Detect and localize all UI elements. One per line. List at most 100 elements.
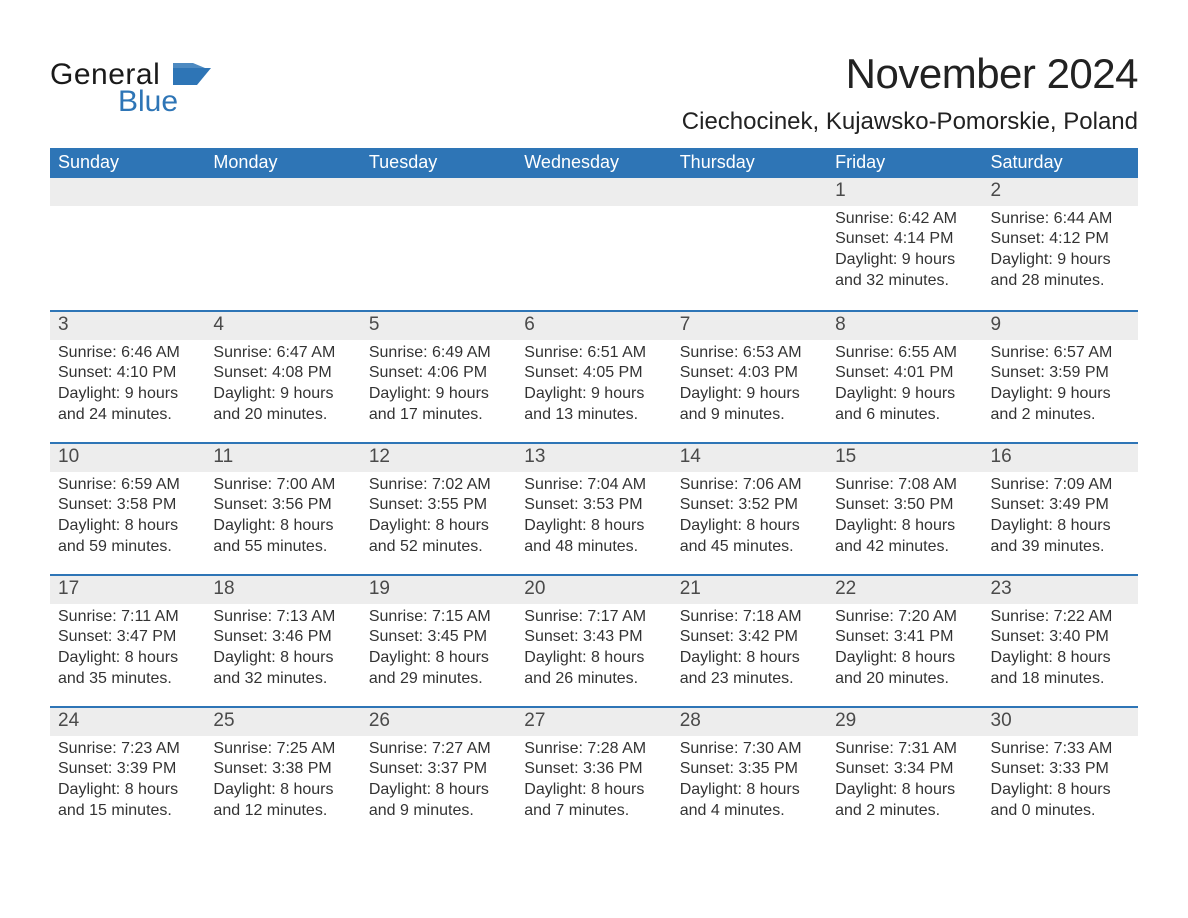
day-number: 9 [983, 312, 1138, 340]
daylight-line2: and 32 minutes. [213, 669, 352, 690]
sunset-text: Sunset: 3:53 PM [524, 495, 663, 516]
weekday-header-cell: Thursday [672, 148, 827, 178]
day-number: 7 [672, 312, 827, 340]
sunset-text: Sunset: 4:06 PM [369, 363, 508, 384]
day-number: 5 [361, 312, 516, 340]
sunrise-text: Sunrise: 6:59 AM [58, 475, 197, 496]
day-cell: 27Sunrise: 7:28 AMSunset: 3:36 PMDayligh… [516, 708, 671, 838]
day-number: 10 [50, 444, 205, 472]
daylight-line1: Daylight: 8 hours [524, 516, 663, 537]
day-content [516, 206, 671, 296]
day-number: 20 [516, 576, 671, 604]
sunrise-text: Sunrise: 7:31 AM [835, 739, 974, 760]
sunrise-text: Sunrise: 7:06 AM [680, 475, 819, 496]
day-content: Sunrise: 7:17 AMSunset: 3:43 PMDaylight:… [516, 604, 671, 696]
daylight-line1: Daylight: 8 hours [835, 780, 974, 801]
day-cell: 25Sunrise: 7:25 AMSunset: 3:38 PMDayligh… [205, 708, 360, 838]
day-content: Sunrise: 7:25 AMSunset: 3:38 PMDaylight:… [205, 736, 360, 828]
day-cell: 2Sunrise: 6:44 AMSunset: 4:12 PMDaylight… [983, 178, 1138, 310]
weekday-header-row: SundayMondayTuesdayWednesdayThursdayFrid… [50, 148, 1138, 178]
day-content: Sunrise: 7:04 AMSunset: 3:53 PMDaylight:… [516, 472, 671, 564]
day-content: Sunrise: 6:46 AMSunset: 4:10 PMDaylight:… [50, 340, 205, 432]
sunrise-text: Sunrise: 6:55 AM [835, 343, 974, 364]
day-number [205, 178, 360, 206]
day-content: Sunrise: 7:28 AMSunset: 3:36 PMDaylight:… [516, 736, 671, 828]
sunset-text: Sunset: 3:55 PM [369, 495, 508, 516]
daylight-line2: and 6 minutes. [835, 405, 974, 426]
daylight-line2: and 35 minutes. [58, 669, 197, 690]
sunset-text: Sunset: 3:39 PM [58, 759, 197, 780]
day-cell: 30Sunrise: 7:33 AMSunset: 3:33 PMDayligh… [983, 708, 1138, 838]
day-content: Sunrise: 6:42 AMSunset: 4:14 PMDaylight:… [827, 206, 982, 298]
daylight-line2: and 23 minutes. [680, 669, 819, 690]
day-cell: 1Sunrise: 6:42 AMSunset: 4:14 PMDaylight… [827, 178, 982, 310]
location-subtitle: Ciechocinek, Kujawsko-Pomorskie, Poland [682, 108, 1138, 136]
day-content: Sunrise: 7:02 AMSunset: 3:55 PMDaylight:… [361, 472, 516, 564]
day-number: 2 [983, 178, 1138, 206]
sunset-text: Sunset: 3:52 PM [680, 495, 819, 516]
daylight-line1: Daylight: 8 hours [680, 648, 819, 669]
day-cell: 14Sunrise: 7:06 AMSunset: 3:52 PMDayligh… [672, 444, 827, 574]
day-number: 23 [983, 576, 1138, 604]
calendar: SundayMondayTuesdayWednesdayThursdayFrid… [50, 148, 1138, 838]
sunrise-text: Sunrise: 7:09 AM [991, 475, 1130, 496]
sunset-text: Sunset: 3:58 PM [58, 495, 197, 516]
logo: General Blue [50, 50, 215, 117]
day-content [672, 206, 827, 296]
day-cell: 24Sunrise: 7:23 AMSunset: 3:39 PMDayligh… [50, 708, 205, 838]
day-content [205, 206, 360, 296]
weekday-header-cell: Monday [205, 148, 360, 178]
day-number: 16 [983, 444, 1138, 472]
weekday-header-cell: Wednesday [516, 148, 671, 178]
sunset-text: Sunset: 3:43 PM [524, 627, 663, 648]
week-row: 1Sunrise: 6:42 AMSunset: 4:14 PMDaylight… [50, 178, 1138, 310]
daylight-line2: and 55 minutes. [213, 537, 352, 558]
daylight-line2: and 9 minutes. [369, 801, 508, 822]
page-header: General Blue November 2024 Ciechocinek, … [50, 50, 1138, 136]
day-cell: 22Sunrise: 7:20 AMSunset: 3:41 PMDayligh… [827, 576, 982, 706]
sunrise-text: Sunrise: 7:23 AM [58, 739, 197, 760]
sunset-text: Sunset: 3:37 PM [369, 759, 508, 780]
day-content: Sunrise: 7:18 AMSunset: 3:42 PMDaylight:… [672, 604, 827, 696]
daylight-line1: Daylight: 9 hours [58, 384, 197, 405]
day-cell: 4Sunrise: 6:47 AMSunset: 4:08 PMDaylight… [205, 312, 360, 442]
daylight-line2: and 4 minutes. [680, 801, 819, 822]
day-number: 19 [361, 576, 516, 604]
sunrise-text: Sunrise: 6:46 AM [58, 343, 197, 364]
day-content: Sunrise: 6:59 AMSunset: 3:58 PMDaylight:… [50, 472, 205, 564]
empty-day-cell [205, 178, 360, 310]
day-cell: 23Sunrise: 7:22 AMSunset: 3:40 PMDayligh… [983, 576, 1138, 706]
daylight-line2: and 42 minutes. [835, 537, 974, 558]
sunrise-text: Sunrise: 6:49 AM [369, 343, 508, 364]
day-content: Sunrise: 6:51 AMSunset: 4:05 PMDaylight:… [516, 340, 671, 432]
day-cell: 8Sunrise: 6:55 AMSunset: 4:01 PMDaylight… [827, 312, 982, 442]
day-number: 4 [205, 312, 360, 340]
day-cell: 11Sunrise: 7:00 AMSunset: 3:56 PMDayligh… [205, 444, 360, 574]
weekday-header-cell: Sunday [50, 148, 205, 178]
day-cell: 20Sunrise: 7:17 AMSunset: 3:43 PMDayligh… [516, 576, 671, 706]
day-number: 28 [672, 708, 827, 736]
daylight-line1: Daylight: 8 hours [991, 648, 1130, 669]
day-content: Sunrise: 7:13 AMSunset: 3:46 PMDaylight:… [205, 604, 360, 696]
daylight-line1: Daylight: 9 hours [835, 250, 974, 271]
sunrise-text: Sunrise: 7:04 AM [524, 475, 663, 496]
empty-day-cell [50, 178, 205, 310]
sunset-text: Sunset: 3:59 PM [991, 363, 1130, 384]
daylight-line2: and 26 minutes. [524, 669, 663, 690]
day-content: Sunrise: 7:20 AMSunset: 3:41 PMDaylight:… [827, 604, 982, 696]
sunset-text: Sunset: 3:38 PM [213, 759, 352, 780]
day-content: Sunrise: 7:22 AMSunset: 3:40 PMDaylight:… [983, 604, 1138, 696]
day-content: Sunrise: 7:09 AMSunset: 3:49 PMDaylight:… [983, 472, 1138, 564]
sunrise-text: Sunrise: 7:18 AM [680, 607, 819, 628]
day-number: 13 [516, 444, 671, 472]
sunset-text: Sunset: 3:47 PM [58, 627, 197, 648]
day-content: Sunrise: 6:44 AMSunset: 4:12 PMDaylight:… [983, 206, 1138, 298]
daylight-line1: Daylight: 9 hours [991, 384, 1130, 405]
day-cell: 29Sunrise: 7:31 AMSunset: 3:34 PMDayligh… [827, 708, 982, 838]
sunset-text: Sunset: 3:46 PM [213, 627, 352, 648]
day-number: 29 [827, 708, 982, 736]
day-number: 18 [205, 576, 360, 604]
daylight-line1: Daylight: 8 hours [680, 780, 819, 801]
sunset-text: Sunset: 3:41 PM [835, 627, 974, 648]
logo-word-2: Blue [50, 87, 215, 117]
